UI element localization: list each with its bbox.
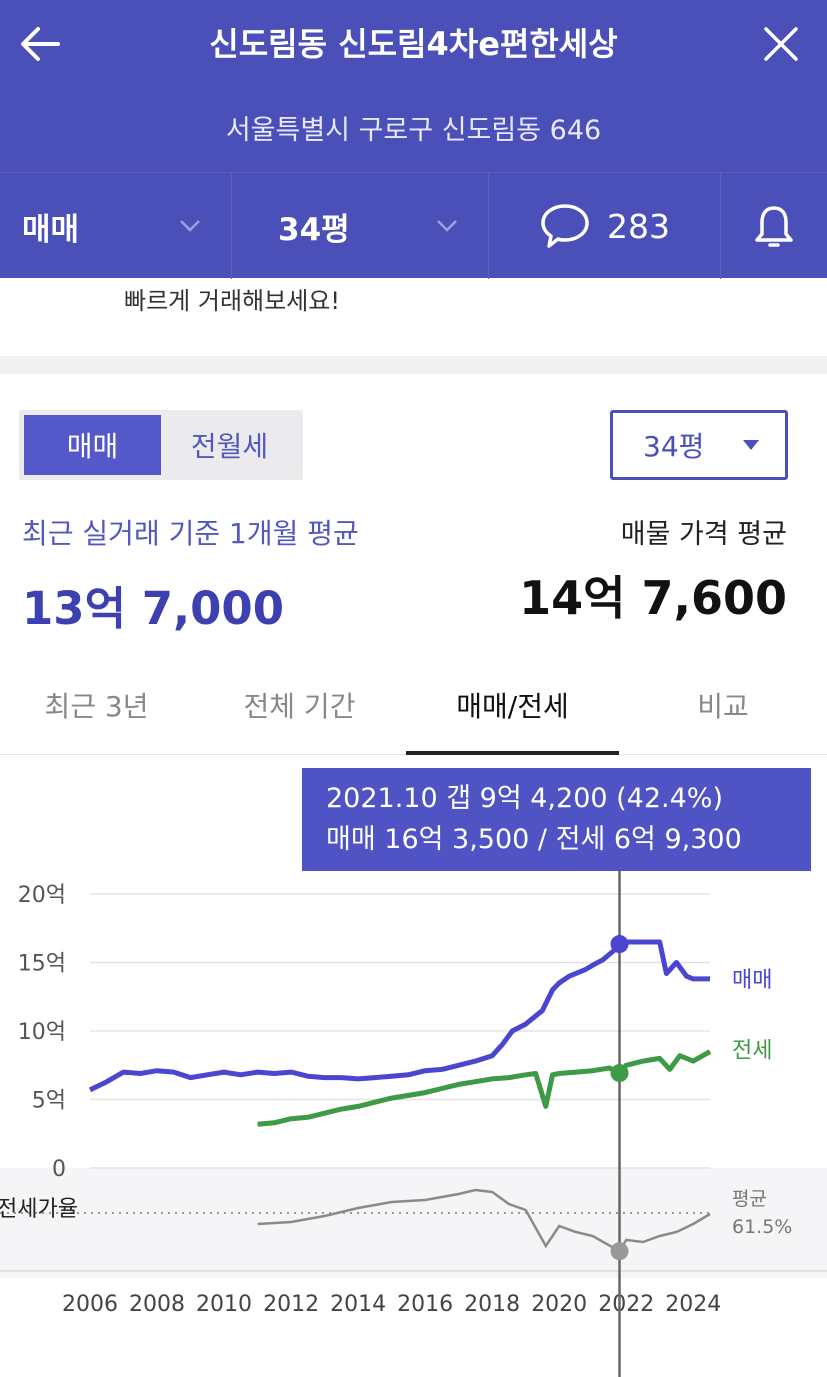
size-label: 34평 — [278, 211, 350, 248]
x-tick-label: 2010 — [196, 1292, 252, 1317]
x-tick-label: 2006 — [62, 1292, 118, 1317]
x-tick-label: 2012 — [263, 1292, 319, 1317]
tooltip-line-1: 2021.10 갭 9억 4,200 (42.4%) — [326, 783, 723, 814]
ratio-series-label: 전세가율 — [0, 1197, 78, 1222]
tab-recent-3y[interactable]: 최근 3년 — [44, 689, 149, 723]
y-tick-label: 5억 — [32, 1089, 66, 1114]
ratio-average-value: 61.5% — [732, 1216, 792, 1238]
notification-button[interactable] — [721, 173, 827, 279]
y-tick-label: 0 — [52, 1157, 66, 1182]
app-header: 신도림동 신도림4차e편한세상 서울특별시 구로구 신도림동 646 — [0, 0, 827, 172]
tooltip-line-2: 매매 16억 3,500 / 전세 6억 9,300 — [326, 824, 742, 855]
caret-down-icon — [743, 440, 759, 450]
size-dropdown[interactable]: 34평 — [232, 173, 489, 279]
toggle-sale[interactable]: 매매 — [24, 415, 161, 475]
trade-type-label: 매매 — [22, 211, 80, 248]
speech-bubble-icon — [541, 204, 589, 248]
listing-price-value: 14억 7,600 — [519, 571, 787, 625]
ratio-average-label: 평균 — [732, 1188, 767, 1210]
recent-price-value: 13억 7,000 — [22, 582, 285, 635]
sale-series-label: 매매 — [732, 968, 772, 993]
close-button[interactable] — [757, 20, 805, 68]
y-tick-label: 15억 — [18, 952, 66, 977]
arrow-left-icon — [21, 27, 60, 61]
tab-compare[interactable]: 비교 — [697, 689, 749, 723]
bell-icon — [755, 206, 793, 247]
chart-tabs: 최근 3년 전체 기간 매매/전세 비교 — [0, 655, 827, 755]
chevron-down-icon — [437, 220, 457, 232]
x-tick-label: 2016 — [397, 1292, 453, 1317]
tab-all-period[interactable]: 전체 기간 — [243, 689, 356, 723]
x-tick-label: 2014 — [330, 1292, 386, 1317]
ratio-band-bg — [0, 1168, 827, 1278]
chevron-down-icon — [180, 220, 200, 232]
back-button[interactable] — [14, 20, 66, 68]
section-divider — [0, 356, 827, 374]
address-text: 서울특별시 구로구 신도림동 646 — [225, 115, 602, 146]
filter-bar: 매매 34평 283 — [0, 172, 827, 279]
listing-price-label: 매물 가격 평균 — [620, 519, 787, 550]
comment-count: 283 — [607, 206, 670, 246]
rent-line — [257, 1049, 712, 1127]
page-title: 신도림동 신도림4차e편한세상 — [209, 25, 618, 63]
x-tick-label: 2018 — [464, 1292, 520, 1317]
size-select[interactable]: 34평 — [610, 410, 788, 480]
comments-button[interactable]: 283 — [489, 173, 721, 279]
trade-toggle: 매매 전월세 — [19, 410, 303, 480]
ratio-cursor-dot — [610, 1242, 629, 1261]
price-chart-svg: 20억 15억 10억 5억 0 2006 2008 2010 2012 2014 2016 2018… — [0, 871, 827, 1377]
rent-cursor-dot — [610, 1064, 629, 1083]
ratio-line — [257, 1188, 711, 1253]
x-tick-label: 2022 — [598, 1292, 654, 1317]
recent-price-label: 최근 실거래 기준 1개월 평균 — [22, 517, 359, 550]
price-chart[interactable]: 20억 15억 10억 5억 0 2006 2008 2010 2012 2014 2016 2018… — [0, 756, 827, 1377]
size-select-value: 34평 — [643, 430, 705, 463]
y-tick-label: 20억 — [18, 883, 66, 908]
x-tick-label: 2020 — [531, 1292, 587, 1317]
tab-sale-rent[interactable]: 매매/전세 — [406, 655, 619, 755]
trade-type-dropdown[interactable]: 매매 — [0, 173, 232, 279]
x-tick-label: 2008 — [129, 1292, 185, 1317]
banner-text: 빠르게 거래해보세요! — [124, 287, 340, 315]
close-icon — [764, 27, 798, 61]
sale-cursor-dot — [610, 935, 629, 954]
rent-series-label: 전세 — [732, 1039, 772, 1064]
y-tick-label: 10억 — [18, 1020, 66, 1045]
x-tick-label: 2024 — [665, 1292, 721, 1317]
toggle-rent[interactable]: 전월세 — [190, 430, 269, 463]
chart-tooltip: 2021.10 갭 9억 4,200 (42.4%) 매매 16억 3,500 … — [302, 768, 811, 871]
